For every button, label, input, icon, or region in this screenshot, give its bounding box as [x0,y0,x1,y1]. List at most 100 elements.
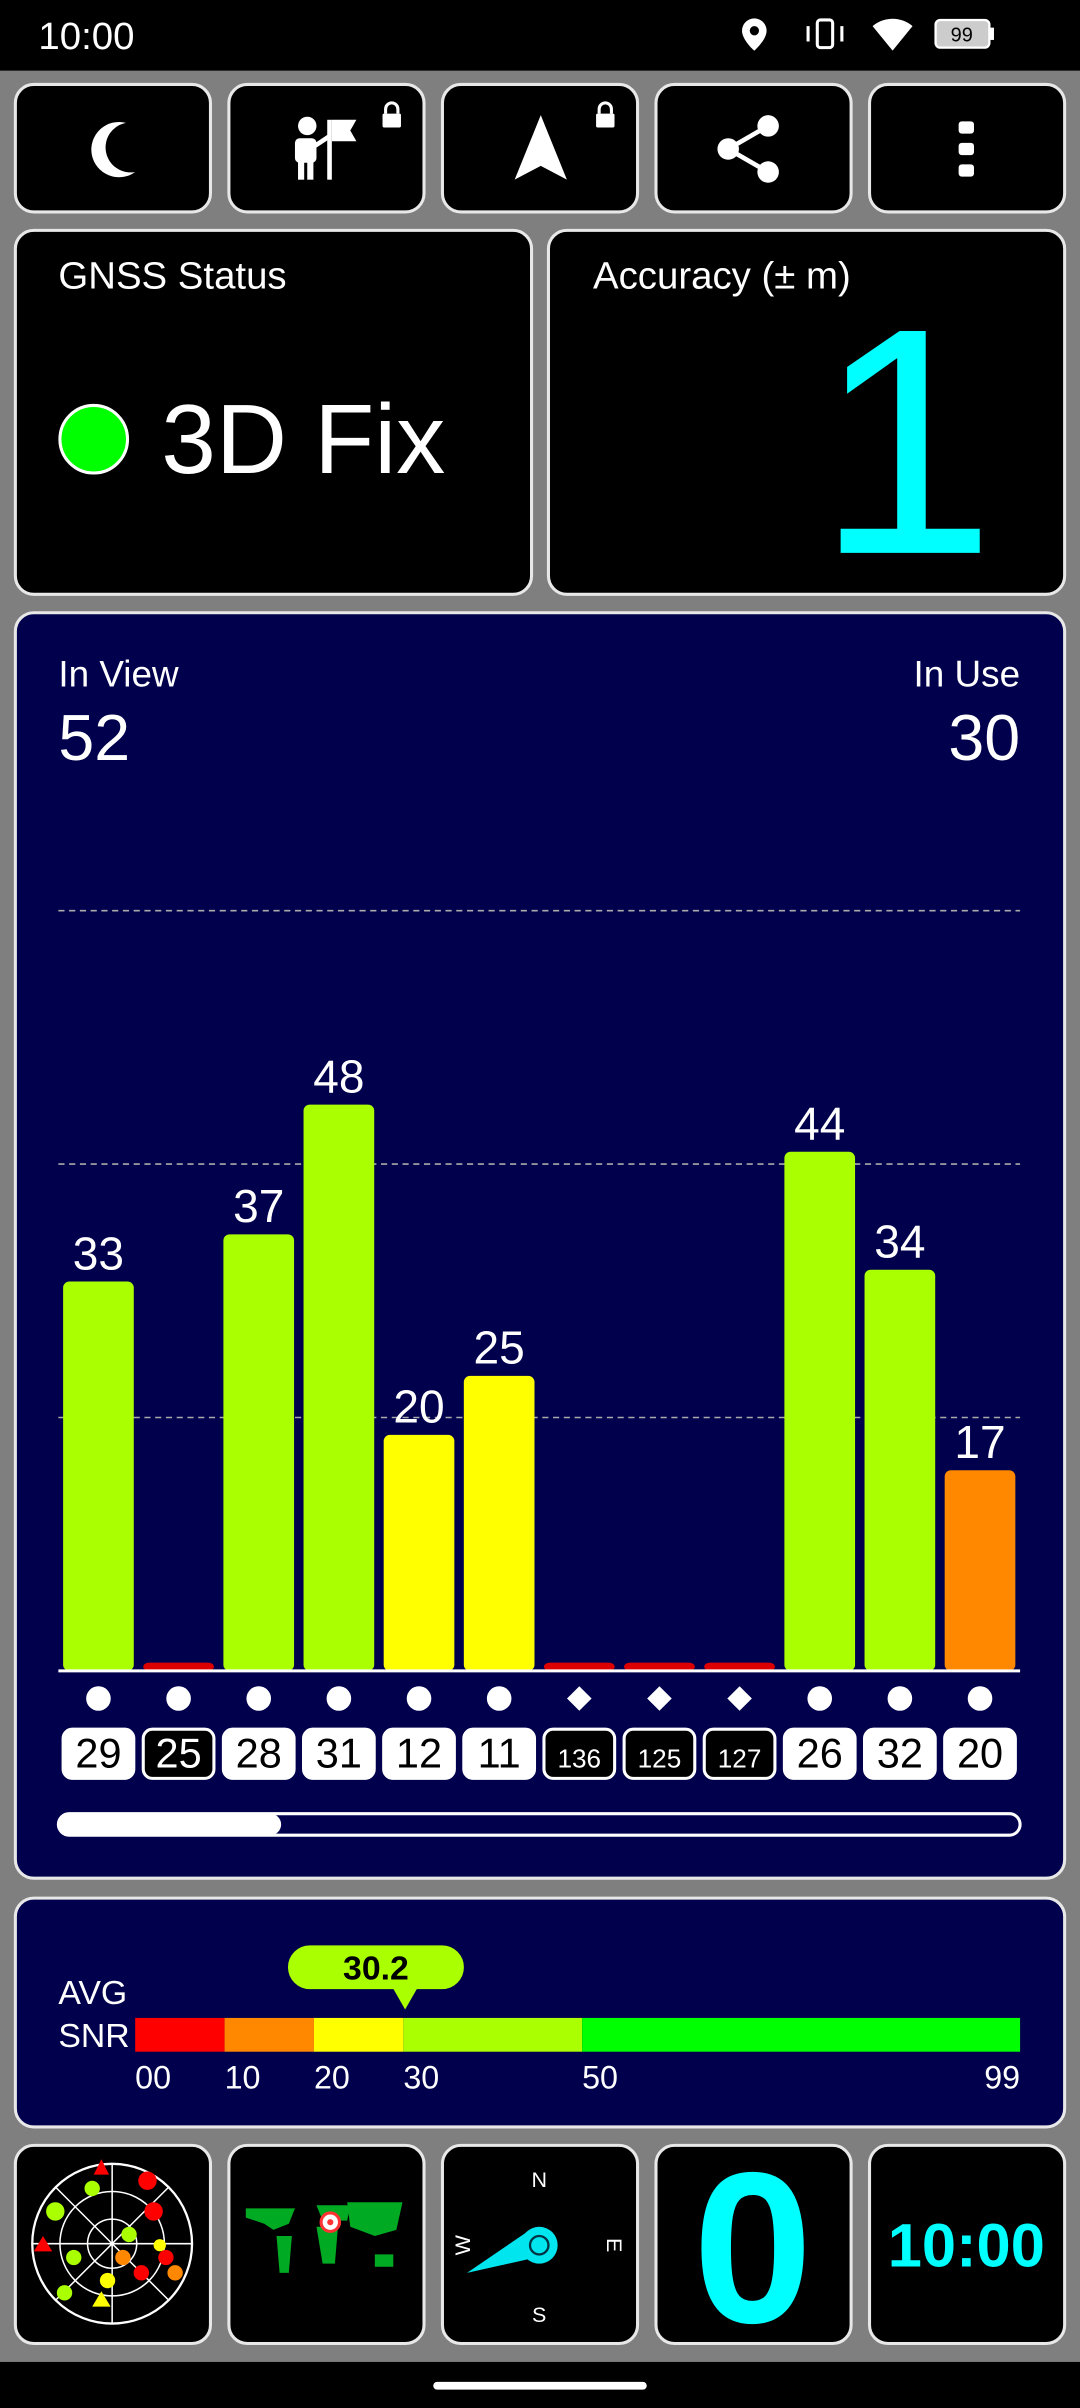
wifi-icon [872,18,913,51]
svid-box [382,1727,456,1780]
accuracy-card [546,228,1067,596]
bar [143,1662,214,1671]
snr-segment [403,2017,583,2052]
snr-label-top: AVG [58,1974,127,2012]
svid-label: 20 [957,1730,1003,1777]
accuracy-value: 1 [816,262,995,622]
share-button[interactable] [654,82,853,214]
constellation-marker [246,1686,272,1711]
svid-box [943,1727,1017,1780]
scrollbar-thumb[interactable] [58,1813,282,1836]
clock-tile[interactable] [867,2143,1067,2346]
bar-value-label: 37 [233,1180,284,1232]
navigation-icon [514,101,615,180]
person-flag-icon [294,101,401,180]
chart-grid [58,909,1021,1419]
location-icon [742,18,767,51]
snr-average-bubble [285,1943,467,2015]
accuracy-title: Accuracy (± m) [593,255,851,298]
waypoint-button[interactable] [227,82,426,214]
bar [944,1470,1016,1671]
compass-north: N [531,2168,547,2192]
snr-segment [582,2017,1021,2052]
bar [63,1281,134,1671]
bar [383,1434,455,1671]
snr-tick-label: 10 [225,2060,261,2096]
svid-box [141,1727,216,1780]
snr-tick-label: 20 [314,2060,350,2096]
snr-tick-label: 99 [984,2060,1020,2096]
signal-chart: 33 29 25 37 28 48 31 20 12 25 11 136 125 127 44 26 34 32 1… [58,1050,1021,1780]
bar-value-label: 33 [73,1227,124,1279]
bar [303,1104,375,1671]
snr-segment [313,2017,404,2052]
bar [864,1269,936,1671]
bar-value-label: 48 [313,1050,364,1102]
snr-segment [135,2017,225,2052]
battery-tip [989,27,994,40]
svid-label: 127 [718,1744,762,1774]
share-icon [717,115,779,183]
status-icons: 99 [742,18,994,51]
bar [624,1662,695,1671]
bar-value-label: 44 [794,1098,845,1150]
compass-south: S [532,2303,546,2327]
constellation-marker [807,1686,833,1711]
bottom-tiles: N E S W 0 10:00 [13,2127,1067,2368]
clock-value: 10:00 [888,2212,1045,2281]
svid-box [863,1727,937,1780]
constellation-marker [86,1686,111,1711]
bar [543,1662,615,1671]
world-map-icon [245,2202,403,2273]
menu-icon [958,121,974,177]
svid-label: 32 [877,1730,923,1777]
bar-value-label: 34 [874,1215,925,1267]
in-use-label: In Use [914,653,1021,694]
bar-value-label: 25 [474,1322,525,1374]
snr-segment [224,2017,314,2052]
compass-needle [467,2226,558,2273]
constellation-marker [967,1686,993,1711]
constellation-marker [406,1686,432,1711]
in-view-count: 52 [58,702,130,774]
in-view-label: In View [58,653,179,694]
speed-tile[interactable] [654,2143,853,2346]
constellation-marker [727,1686,752,1711]
moon-icon [91,121,136,178]
bar-value-label: 17 [954,1416,1005,1468]
svid-box [462,1727,537,1780]
status-time: 10:00 [38,15,134,58]
status-bar [0,0,1080,71]
toolbar [13,82,1067,214]
svid-label: 31 [316,1730,362,1777]
vibrate-lines [806,26,844,42]
svid-box [302,1727,376,1780]
svid-label: 125 [638,1744,682,1774]
constellation-marker [486,1686,512,1711]
snr-tick-label: 30 [403,2060,439,2096]
svid-label: 12 [396,1730,442,1777]
svid-label: 28 [236,1730,282,1777]
bar [223,1234,295,1671]
svid-label: 136 [558,1744,602,1774]
svid-box [61,1727,136,1780]
vibrate-icon [815,18,835,50]
sky-plot-icon [31,2159,194,2325]
speed-value: 0 [693,2127,813,2368]
snr-average-label: 30.2 [343,1950,409,1988]
night-mode-button[interactable] [13,82,213,214]
svid-box [622,1727,697,1780]
snr-tick-label: 00 [135,2060,171,2096]
battery-level: 99 [951,24,973,46]
fix-indicator [58,403,130,475]
snr-label-bottom: SNR [58,2017,129,2055]
gnss-status-card [13,228,534,596]
svid-label: 11 [478,1730,521,1777]
compass-east: E [602,2238,626,2252]
svid-box [782,1727,857,1780]
in-use-count: 30 [948,702,1020,774]
home-indicator[interactable] [433,2381,647,2390]
constellation-marker [887,1686,913,1711]
